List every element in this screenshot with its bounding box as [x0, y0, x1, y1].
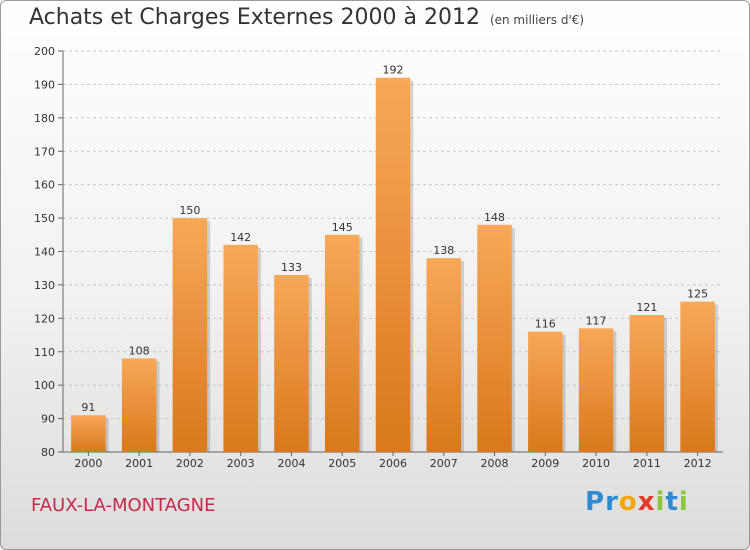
logo-letter: o: [618, 487, 638, 517]
y-tick-label: 90: [41, 413, 55, 426]
x-tick-label: 2003: [227, 457, 255, 470]
data-label: 116: [535, 318, 556, 331]
chart-title: Achats et Charges Externes 2000 à 2012 (e…: [29, 5, 584, 30]
x-tick-label: 2005: [328, 457, 356, 470]
data-label: 138: [433, 244, 454, 257]
bars: [71, 77, 718, 452]
x-tick-label: 2007: [430, 457, 458, 470]
data-label: 192: [383, 64, 404, 77]
bar: [477, 224, 512, 452]
bar: [680, 301, 715, 452]
logo-letter: i: [655, 487, 666, 517]
bar: [528, 331, 563, 452]
data-label: 108: [129, 344, 150, 357]
bar: [324, 234, 360, 452]
bar: [71, 415, 106, 452]
data-label: 121: [636, 301, 657, 314]
proxiti-logo: Proxiti: [585, 487, 689, 517]
logo-letter: i: [678, 487, 689, 517]
bar: [274, 274, 309, 452]
x-tick-label: 2011: [633, 457, 661, 470]
y-tick-label: 200: [34, 45, 55, 58]
x-tick-label: 2000: [74, 457, 102, 470]
y-tick-label: 170: [34, 145, 55, 158]
x-tick-label: 2002: [176, 457, 204, 470]
data-label: 150: [179, 204, 200, 217]
x-tick-label: 2012: [684, 457, 712, 470]
x-tick-label: 2010: [582, 457, 610, 470]
x-tick-label: 2008: [481, 457, 509, 470]
bar: [578, 328, 614, 452]
y-tick-label: 130: [34, 279, 55, 292]
logo-letter: x: [637, 487, 656, 517]
bar: [426, 258, 462, 452]
bar: [223, 244, 258, 452]
y-tick-label: 160: [34, 179, 55, 192]
bar: [629, 314, 665, 452]
x-tick-label: 2001: [125, 457, 153, 470]
bar: [375, 77, 411, 452]
x-tick-label: 2006: [379, 457, 407, 470]
logo-letter: P: [585, 487, 606, 517]
data-label: 148: [484, 211, 505, 224]
data-label: 142: [230, 231, 251, 244]
bar: [172, 218, 208, 452]
bar: [121, 358, 157, 452]
chart-title-text: Achats et Charges Externes 2000 à 2012: [29, 5, 480, 30]
logo-letter: t: [665, 487, 679, 517]
chart-unit: (en milliers d'€): [489, 13, 585, 27]
data-label: 91: [81, 401, 95, 414]
y-tick-label: 100: [34, 379, 55, 392]
y-tick-label: 80: [41, 446, 55, 459]
y-tick-label: 180: [34, 112, 55, 125]
data-label: 125: [687, 288, 708, 301]
y-tick-label: 110: [34, 346, 55, 359]
y-tick-label: 150: [34, 212, 55, 225]
data-labels: 91 108 150 142 133 145 192 138 148 116 117 121 125: [81, 64, 708, 415]
y-tick-label: 120: [34, 312, 55, 325]
x-tick-label: 2009: [531, 457, 559, 470]
y-tick-label: 190: [34, 78, 55, 91]
data-label: 133: [281, 261, 302, 274]
data-label: 117: [586, 314, 607, 327]
data-label: 145: [332, 221, 353, 234]
x-tick-label: 2004: [277, 457, 305, 470]
y-tick-label: 140: [34, 246, 55, 259]
commune-name: FAUX-LA-MONTAGNE: [31, 495, 216, 516]
logo-letter: r: [605, 487, 619, 517]
